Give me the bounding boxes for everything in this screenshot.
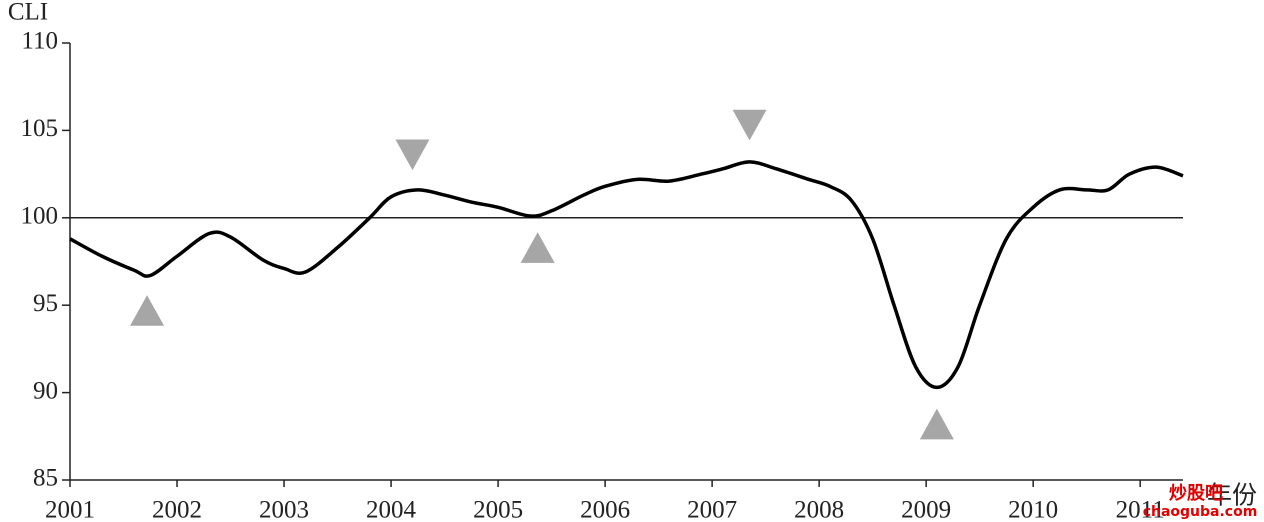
watermark-brand: 炒股吧 (1169, 483, 1223, 504)
x-axis-label: 年份 (1207, 482, 1257, 510)
y-tick-label: 105 (21, 115, 59, 142)
x-tick-label: 2005 (473, 497, 523, 522)
x-tick-label: 2006 (580, 497, 630, 522)
y-axis-label: CLI (8, 0, 48, 26)
x-tick-label: 2011 (1116, 497, 1165, 522)
turning-point (520, 232, 555, 263)
y-tick-label: 85 (33, 465, 58, 492)
x-tick-label: 2002 (152, 497, 202, 522)
x-tick-label: 2008 (794, 497, 844, 522)
turning-point (732, 109, 767, 141)
y-tick-label: 110 (21, 28, 58, 55)
y-tick-label: 90 (33, 377, 58, 404)
y-tick-label: 100 (21, 203, 59, 230)
cli-line (69, 160, 1184, 390)
turning-point (919, 408, 954, 440)
x-tick-label: 2010 (1008, 497, 1058, 522)
x-tick-label: 2004 (366, 497, 417, 522)
watermark-url: chaoguba.com (1143, 504, 1258, 520)
x-tick-label: 2001 (45, 497, 95, 522)
y-tick-label: 95 (33, 290, 58, 317)
x-tick-label: 2007 (687, 497, 737, 522)
turning-point (130, 295, 165, 326)
turning-point (395, 139, 430, 171)
x-tick-label: 2003 (259, 497, 309, 522)
x-tick-label: 2009 (901, 497, 951, 522)
